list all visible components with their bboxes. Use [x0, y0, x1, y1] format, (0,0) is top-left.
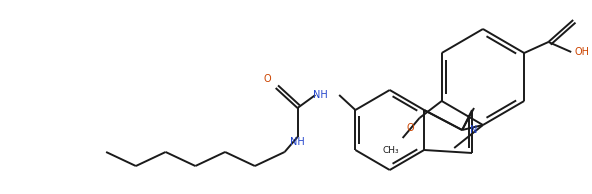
Text: N: N [470, 125, 477, 135]
Text: O: O [407, 123, 414, 133]
Text: OH: OH [574, 47, 589, 57]
Text: O: O [263, 74, 271, 84]
Text: NH: NH [313, 90, 327, 100]
Text: NH: NH [290, 137, 305, 147]
Text: CH₃: CH₃ [382, 146, 398, 155]
